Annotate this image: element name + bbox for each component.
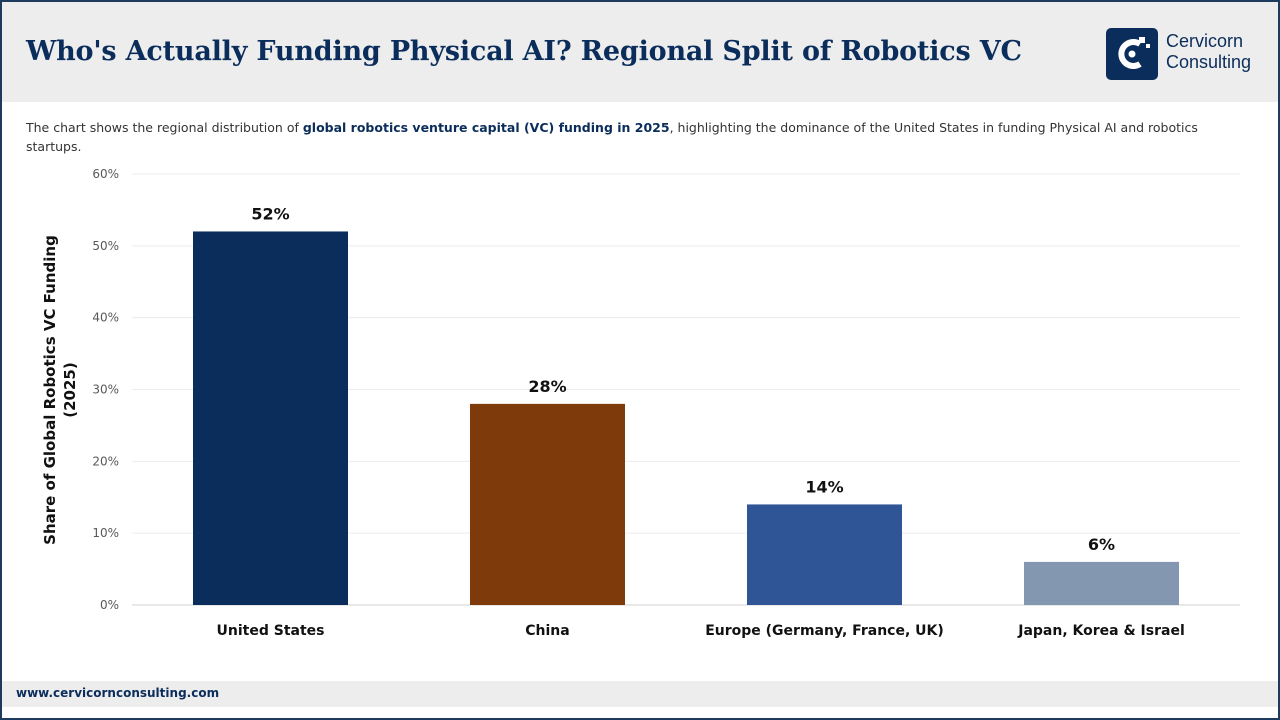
logo-line-2: Consulting (1166, 52, 1252, 72)
bar-chart: 0% 10% 20% 30% 40% 50% 60% 52% United States 28% C… (92, 167, 1240, 639)
bar-value-label: 52% (251, 204, 289, 223)
logo-line-1: Cervicorn (1166, 31, 1244, 51)
y-tick-label: 30% (92, 383, 119, 397)
footer-band: www.cervicornconsulting.com (2, 681, 1278, 707)
x-tick-label: United States (217, 623, 325, 639)
x-tick-label: China (525, 623, 569, 639)
description-text-end: , highlighting the dominance of the Unit… (26, 120, 1198, 154)
y-tick-label: 50% (92, 239, 119, 253)
y-tick-label: 10% (92, 526, 119, 540)
y-tick-label: 20% (92, 454, 119, 468)
brand-logo[interactable]: Cervicorn Consulting (1106, 28, 1270, 80)
description-text-bold: global robotics venture capital (VC) fun… (302, 120, 670, 135)
x-tick-label: Japan, Korea & Israel (1017, 623, 1185, 639)
header-band: Who's Actually Funding Physical AI? Regi… (2, 2, 1278, 102)
chart-description: The chart shows the regional distributio… (26, 118, 1256, 156)
cervicorn-logo-icon (1106, 28, 1158, 80)
page-title: Who's Actually Funding Physical AI? Regi… (26, 36, 1022, 67)
footer-url[interactable]: www.cervicornconsulting.com (16, 686, 220, 700)
y-tick-label: 40% (92, 311, 119, 325)
bar (193, 231, 348, 605)
x-tick-label: Europe (Germany, France, UK) (705, 623, 944, 639)
y-tick-label: 0% (100, 598, 119, 612)
bar-value-label: 14% (805, 477, 843, 496)
bar (747, 504, 902, 605)
bar (470, 403, 625, 605)
logo-wordmark: Cervicorn Consulting (1166, 31, 1251, 73)
bar (1024, 561, 1179, 605)
bar-value-label: 6% (1088, 535, 1115, 554)
bar-value-label: 28% (528, 377, 566, 396)
y-tick-label: 60% (92, 167, 119, 181)
description-text-start: The chart shows the regional distributio… (26, 120, 303, 135)
